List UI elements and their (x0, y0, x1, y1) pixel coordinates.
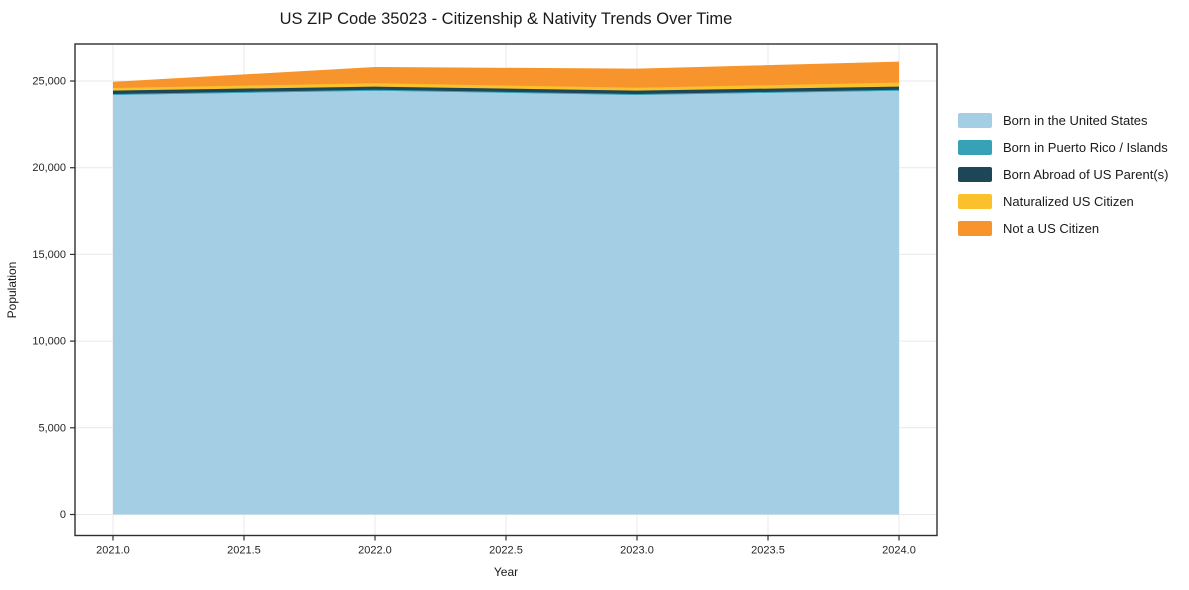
legend-swatch (958, 221, 992, 236)
x-tick-label: 2022.5 (489, 545, 523, 557)
legend-label: Naturalized US Citizen (1003, 194, 1134, 209)
legend-item-born-abroad-of-us-parent-s[interactable]: Born Abroad of US Parent(s) (958, 161, 1168, 188)
y-tick-label: 10,000 (32, 336, 66, 348)
legend-label: Born Abroad of US Parent(s) (1003, 167, 1169, 182)
area-band-1 (113, 90, 899, 515)
y-tick-label: 20,000 (32, 162, 66, 174)
legend-swatch (958, 167, 992, 182)
x-tick-label: 2023.5 (751, 545, 785, 557)
legend-swatch (958, 140, 992, 155)
legend-item-naturalized-us-citizen[interactable]: Naturalized US Citizen (958, 188, 1168, 215)
legend-label: Born in Puerto Rico / Islands (1003, 140, 1168, 155)
legend-item-born-in-the-united-states[interactable]: Born in the United States (958, 107, 1168, 134)
area-band-5 (113, 62, 899, 88)
x-tick-label: 2024.0 (882, 545, 916, 557)
y-tick-label: 15,000 (32, 249, 66, 261)
x-tick-label: 2022.0 (358, 545, 392, 557)
legend-item-born-in-puerto-rico-islands[interactable]: Born in Puerto Rico / Islands (958, 134, 1168, 161)
legend-item-not-a-us-citizen[interactable]: Not a US Citizen (958, 215, 1168, 242)
x-tick-label: 2021.0 (96, 545, 130, 557)
x-axis-title: Year (494, 565, 518, 579)
y-tick-label: 25,000 (32, 76, 66, 88)
y-tick-label: 0 (60, 509, 66, 521)
chart-title: US ZIP Code 35023 - Citizenship & Nativi… (280, 10, 733, 28)
legend-label: Born in the United States (1003, 113, 1148, 128)
y-axis-title: Population (5, 262, 19, 319)
axis-ticks: 2021.0 2021.5 2022.0 2022.5 2023.0 2023.5 2024… (32, 76, 915, 557)
legend: Born in the United States Born in Puerto … (958, 107, 1168, 242)
legend-label: Not a US Citizen (1003, 221, 1100, 236)
x-tick-label: 2023.0 (620, 545, 654, 557)
y-tick-label: 5,000 (38, 422, 66, 434)
stacked-areas (112, 61, 900, 515)
legend-swatch (958, 194, 992, 209)
x-tick-label: 2021.5 (227, 545, 261, 557)
legend-swatch (958, 113, 992, 128)
area-line-5 (112, 61, 900, 84)
